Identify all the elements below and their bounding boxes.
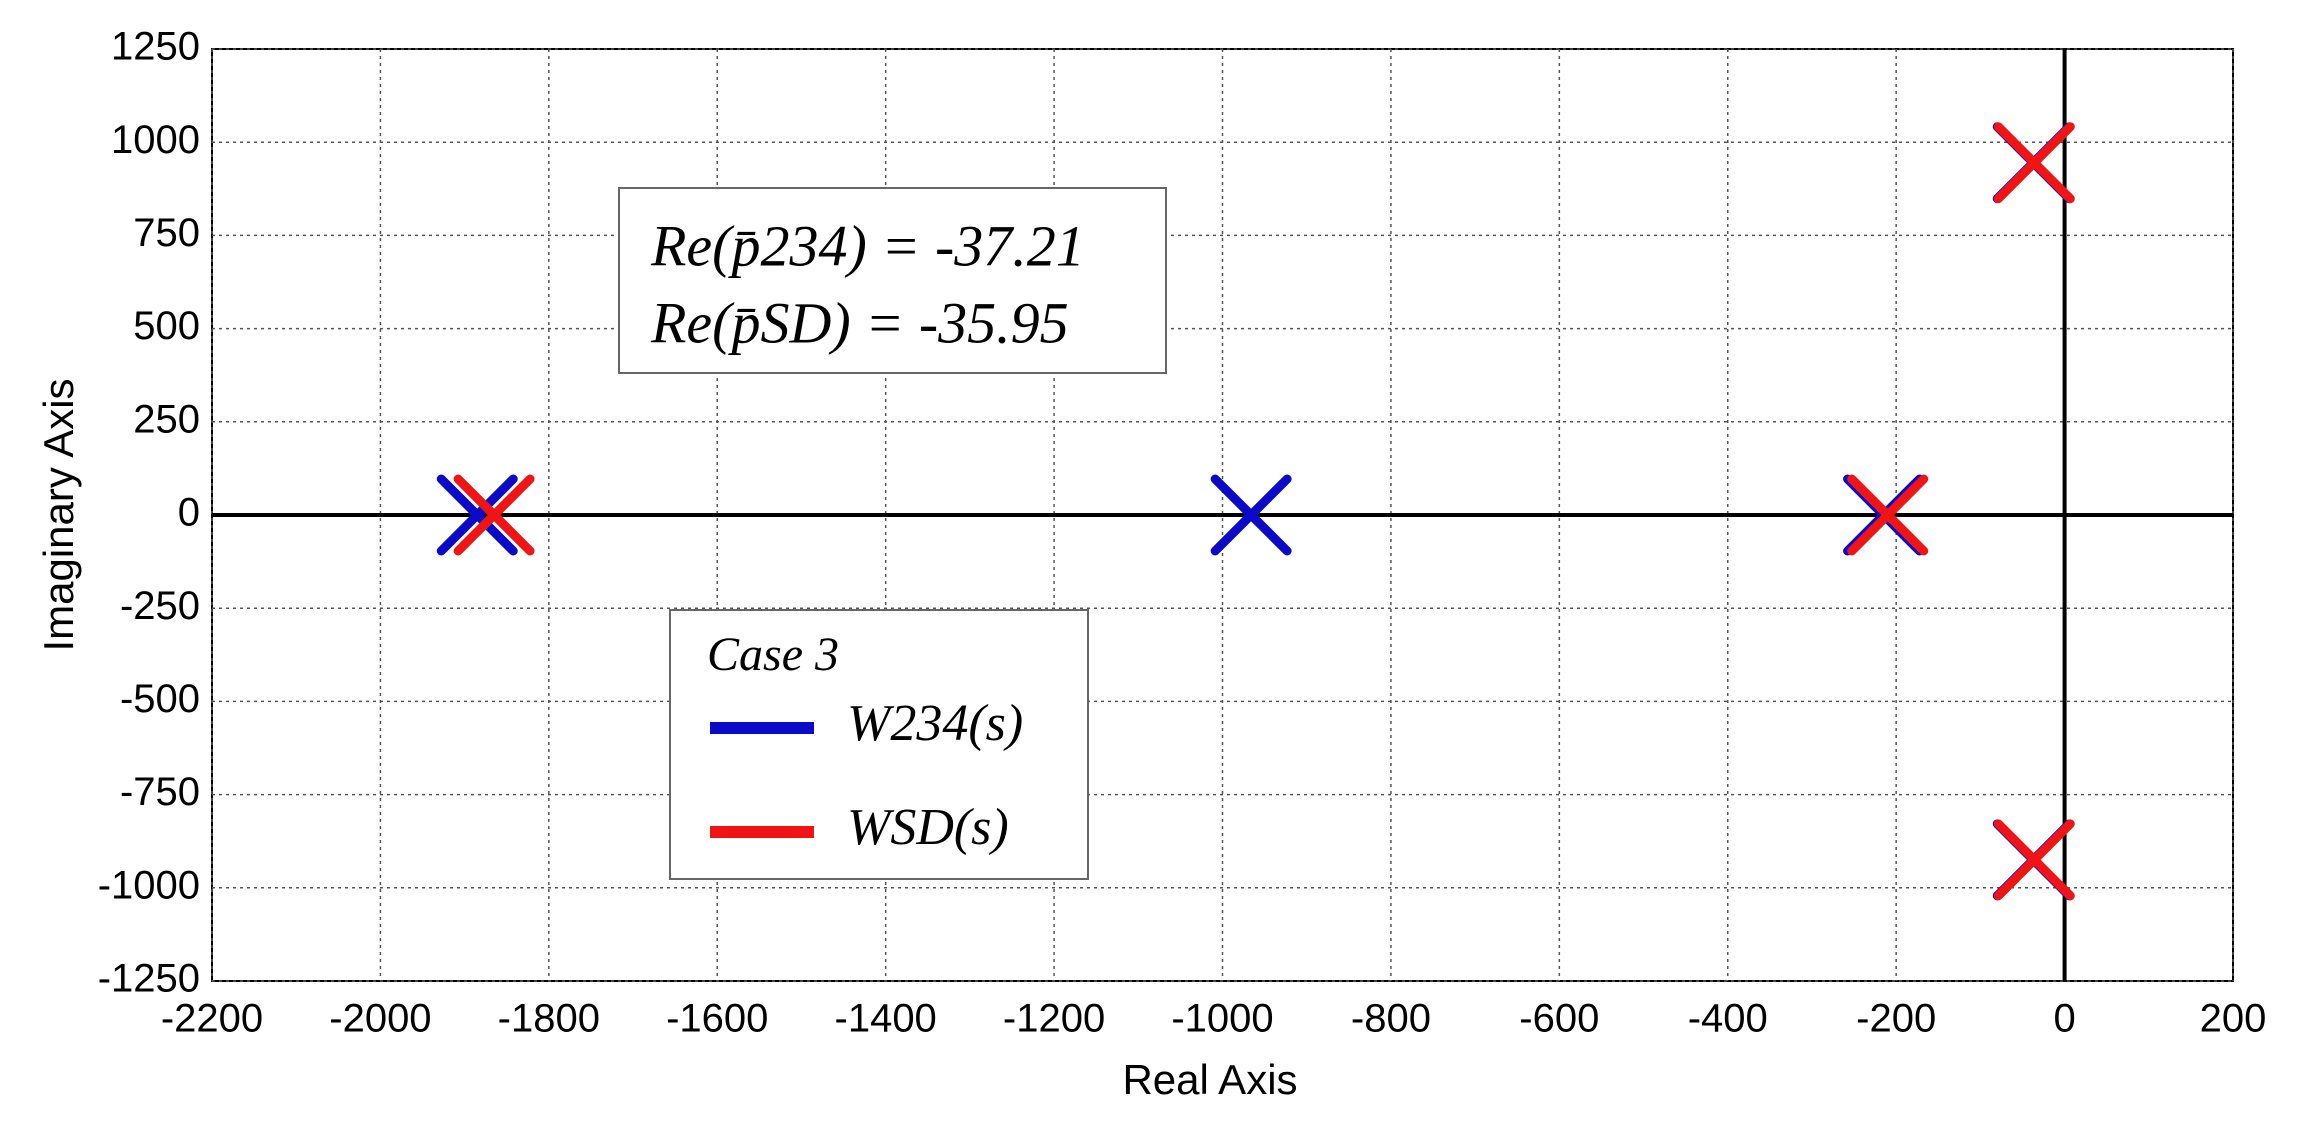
y-tick-label: -1000 <box>98 863 200 907</box>
marker-stroke <box>1993 122 2075 204</box>
pole-marker <box>1993 819 2075 901</box>
y-tick-label: -250 <box>120 584 200 628</box>
x-tick-label: -2000 <box>329 997 431 1041</box>
annotation: Re(p̄SD) = -35.95 <box>650 290 1069 355</box>
pole-marker <box>453 474 535 556</box>
y-tick-label: 250 <box>133 397 200 441</box>
x-tick-label: -1800 <box>498 997 600 1041</box>
y-tick-label: -500 <box>120 677 200 721</box>
pole-marker <box>1210 474 1292 556</box>
pole-marker <box>1847 474 1929 556</box>
y-tick-label: 500 <box>133 304 200 348</box>
x-tick-label: -1400 <box>835 997 937 1041</box>
y-tick-label: 0 <box>178 491 200 535</box>
y-tick-label: 1250 <box>111 25 200 69</box>
y-tick-label: -750 <box>120 770 200 814</box>
y-tick-label: -1250 <box>98 957 200 1001</box>
x-tick-label: -400 <box>1688 997 1768 1041</box>
pole-marker <box>436 474 518 556</box>
annotation-box <box>618 187 1167 374</box>
annotation: Re(p̄234) = -37.21 <box>650 213 1085 278</box>
legend-title: Case 3 <box>707 628 839 681</box>
x-tick-label: -800 <box>1351 997 1431 1041</box>
pole-marker <box>1993 122 2075 204</box>
x-tick-label: -600 <box>1519 997 1599 1041</box>
y-tick-label: 1000 <box>111 118 200 162</box>
plot-layer <box>211 48 2234 982</box>
marker-stroke <box>1993 819 2075 901</box>
y-tick-label: 750 <box>133 211 200 255</box>
marker-stroke <box>453 474 535 556</box>
marker-stroke <box>436 474 518 556</box>
marker-stroke <box>1210 474 1292 556</box>
x-tick-label: 0 <box>2053 997 2075 1041</box>
x-tick-label: -200 <box>1856 997 1936 1041</box>
x-tick-label: -2200 <box>161 997 263 1041</box>
y-axis-label: Imaginary Axis <box>35 378 82 651</box>
marker-stroke <box>1847 474 1929 556</box>
x-axis-label: Real Axis <box>1122 1056 1297 1103</box>
x-tick-label: -1000 <box>1171 997 1273 1041</box>
x-tick-label: 200 <box>2200 997 2267 1041</box>
legend-label: W234(s) <box>847 695 1023 752</box>
x-tick-label: -1600 <box>666 997 768 1041</box>
x-tick-label: -1200 <box>1003 997 1105 1041</box>
legend-label: WSD(s) <box>847 799 1009 856</box>
